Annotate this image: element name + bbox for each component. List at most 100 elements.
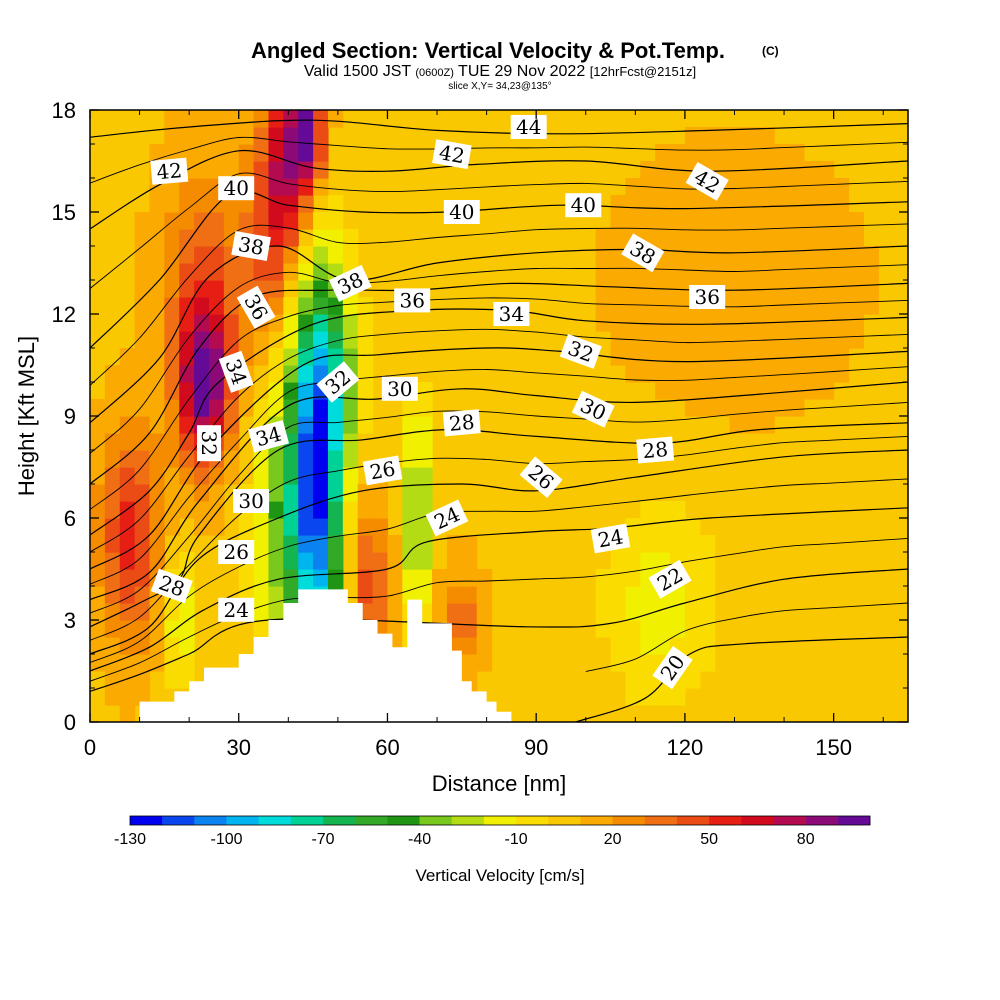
velocity-cell [283, 178, 299, 196]
velocity-cell [313, 535, 329, 553]
velocity-cell [803, 382, 820, 400]
colorbar-swatch [837, 816, 871, 825]
velocity-cell [298, 467, 314, 485]
velocity-cell [833, 365, 850, 383]
velocity-cell [655, 229, 671, 247]
velocity-cell [179, 637, 195, 655]
colorbar-tick-label: -40 [408, 831, 431, 848]
velocity-cell [402, 586, 418, 604]
velocity-cell [327, 552, 344, 570]
velocity-cell [670, 518, 686, 536]
velocity-cell [372, 535, 389, 553]
contour-label-box [218, 350, 254, 393]
velocity-cell [268, 501, 284, 519]
velocity-cell [283, 586, 299, 604]
velocity-cell [179, 229, 195, 247]
velocity-cell [357, 399, 374, 417]
velocity-cell [729, 127, 745, 145]
velocity-cell [283, 195, 299, 213]
velocity-cell [134, 620, 151, 638]
velocity-cell [268, 178, 284, 196]
contour-label-box [648, 559, 692, 599]
velocity-cell [640, 365, 656, 383]
colorbar-tick-label: -10 [505, 831, 528, 848]
velocity-cell [119, 450, 136, 468]
velocity-cell [714, 382, 731, 400]
velocity-cell [164, 433, 180, 451]
velocity-cell [848, 280, 864, 298]
velocity-cell [640, 637, 656, 655]
colorbar-swatch [355, 816, 388, 825]
velocity-cell [149, 637, 165, 655]
velocity-cell [818, 246, 835, 264]
velocity-cell [164, 518, 180, 536]
velocity-cell [670, 246, 686, 264]
velocity-cell [655, 688, 671, 706]
velocity-cell [759, 144, 775, 162]
velocity-cell [625, 552, 641, 570]
velocity-cell [327, 110, 344, 128]
velocity-cell [744, 365, 760, 383]
velocity-cell [90, 654, 106, 672]
velocity-cell [759, 212, 775, 230]
velocity-cell [372, 569, 389, 587]
velocity-cell [268, 280, 284, 298]
velocity-cell [640, 654, 656, 672]
velocity-cell [268, 484, 284, 502]
velocity-cell [714, 331, 731, 349]
velocity-cell [729, 314, 745, 332]
velocity-cell [610, 229, 627, 247]
velocity-cell [149, 297, 165, 315]
velocity-cell [818, 297, 835, 315]
contour-label-text: 40 [223, 176, 248, 200]
velocity-cell [699, 620, 716, 638]
velocity-cell [714, 399, 731, 417]
velocity-cell [268, 212, 284, 230]
velocity-cell [803, 195, 820, 213]
velocity-cell [179, 416, 195, 434]
velocity-cell [134, 654, 151, 672]
velocity-cell [223, 161, 240, 179]
velocity-cell [164, 348, 180, 366]
velocity-cell [387, 569, 403, 587]
velocity-cell [818, 348, 835, 366]
contour-label-box [231, 231, 271, 261]
velocity-cell [238, 127, 255, 145]
terrain-mask [90, 589, 908, 722]
velocity-cell [446, 569, 463, 587]
velocity-cell [595, 586, 612, 604]
velocity-cell [774, 348, 790, 366]
velocity-cell [610, 246, 627, 264]
velocity-cell [298, 195, 314, 213]
velocity-cell [298, 297, 314, 315]
velocity-cell [417, 552, 433, 570]
velocity-cell [684, 620, 701, 638]
contour-label-box [425, 499, 469, 537]
velocity-cell [179, 603, 195, 621]
velocity-cell [208, 399, 225, 417]
velocity-cell [313, 178, 329, 196]
velocity-cell [327, 416, 344, 434]
theta-contour-minor [90, 366, 908, 585]
velocity-cell [238, 110, 255, 128]
velocity-cell [342, 450, 359, 468]
velocity-cell [744, 178, 760, 196]
velocity-cell [164, 467, 180, 485]
velocity-cell [699, 535, 716, 553]
velocity-cell [759, 348, 775, 366]
velocity-cell [194, 195, 210, 213]
velocity-cell [90, 501, 106, 519]
velocity-cell [313, 297, 329, 315]
velocity-cell [818, 212, 835, 230]
velocity-cell [268, 110, 284, 128]
velocity-cell [670, 620, 686, 638]
velocity-cell [342, 331, 359, 349]
velocity-cell [863, 280, 879, 298]
colorbar-swatch [387, 816, 420, 825]
velocity-cell [149, 263, 165, 281]
velocity-cell [476, 620, 493, 638]
velocity-cell [327, 399, 344, 417]
theta-contour-minor [90, 297, 908, 510]
contour-label-text: 34 [499, 302, 524, 326]
contour-label-box [510, 115, 547, 139]
